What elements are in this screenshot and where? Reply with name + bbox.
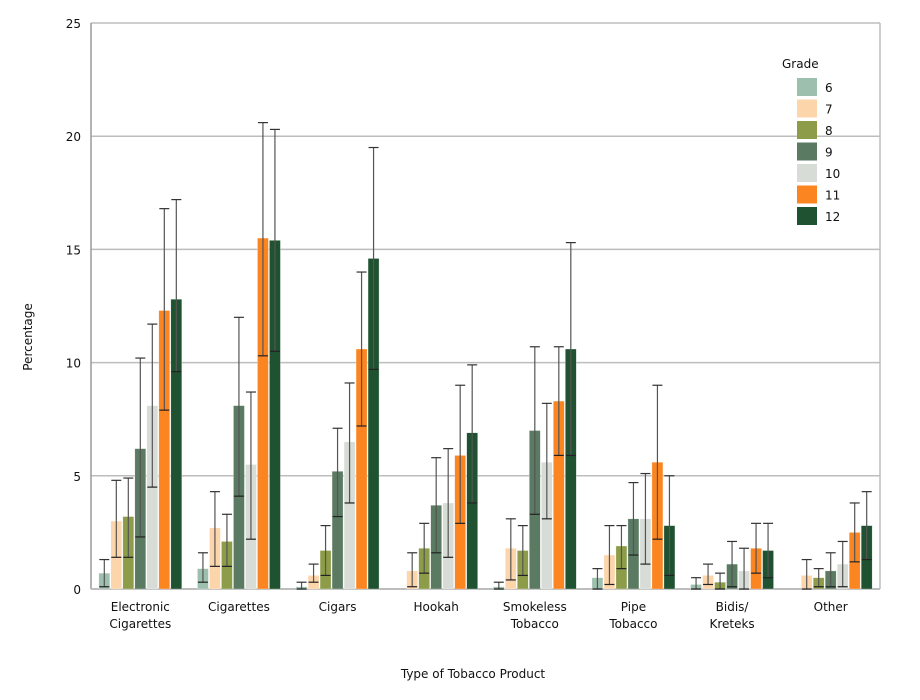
x-tick-label: Hookah xyxy=(413,600,458,614)
y-tick-label: 0 xyxy=(73,583,81,597)
legend-swatch-grade-10 xyxy=(797,164,817,182)
legend-swatch-grade-6 xyxy=(797,78,817,96)
legend-swatch-grade-9 xyxy=(797,142,817,161)
y-tick-label: 15 xyxy=(66,243,81,257)
legend: Grade 6 7 8 9 10 11 12 xyxy=(782,57,840,225)
x-axis-title: Type of Tobacco Product xyxy=(400,667,546,681)
y-tick-label: 5 xyxy=(73,470,81,484)
legend-label-grade-6: 6 xyxy=(825,81,833,95)
x-tick-label: Smokeless xyxy=(503,600,567,614)
y-tick-label: 20 xyxy=(66,130,81,144)
y-tick-label: 25 xyxy=(66,17,81,31)
legend-swatch-grade-7 xyxy=(797,99,817,118)
legend-label-grade-10: 10 xyxy=(825,167,840,181)
x-tick-label: Cigars xyxy=(319,600,357,614)
gridlines xyxy=(90,22,881,590)
x-tick-label: Cigarettes xyxy=(109,617,171,631)
x-tick-label: Bidis/ xyxy=(716,600,750,614)
legend-title: Grade xyxy=(782,57,819,71)
legend-label-grade-8: 8 xyxy=(825,124,833,138)
legend-label-grade-11: 11 xyxy=(825,189,840,203)
x-tick-label: Kreteks xyxy=(709,617,754,631)
legend-swatch-grade-11 xyxy=(797,185,817,204)
x-tick-label: Tobacco xyxy=(608,617,657,631)
x-tick-label: Cigarettes xyxy=(208,600,270,614)
x-tick-label: Pipe xyxy=(621,600,646,614)
legend-label-grade-9: 9 xyxy=(825,146,833,160)
y-tick-label: 10 xyxy=(66,357,81,371)
legend-label-grade-7: 7 xyxy=(825,103,833,117)
x-tick-label: Tobacco xyxy=(510,617,559,631)
x-tick-label: Other xyxy=(814,600,848,614)
legend-label-grade-12: 12 xyxy=(825,210,840,224)
x-axis-ticks: Electronic Cigarettes Cigarettes Cigars Hook… xyxy=(109,600,847,631)
x-tick-label: Electronic xyxy=(111,600,170,614)
legend-swatch-grade-8 xyxy=(797,121,817,139)
legend-swatch-grade-12 xyxy=(797,207,817,225)
bars xyxy=(98,122,873,590)
y-axis-ticks: 0 5 10 15 20 25 xyxy=(66,17,81,597)
y-axis-title: Percentage xyxy=(21,303,35,371)
